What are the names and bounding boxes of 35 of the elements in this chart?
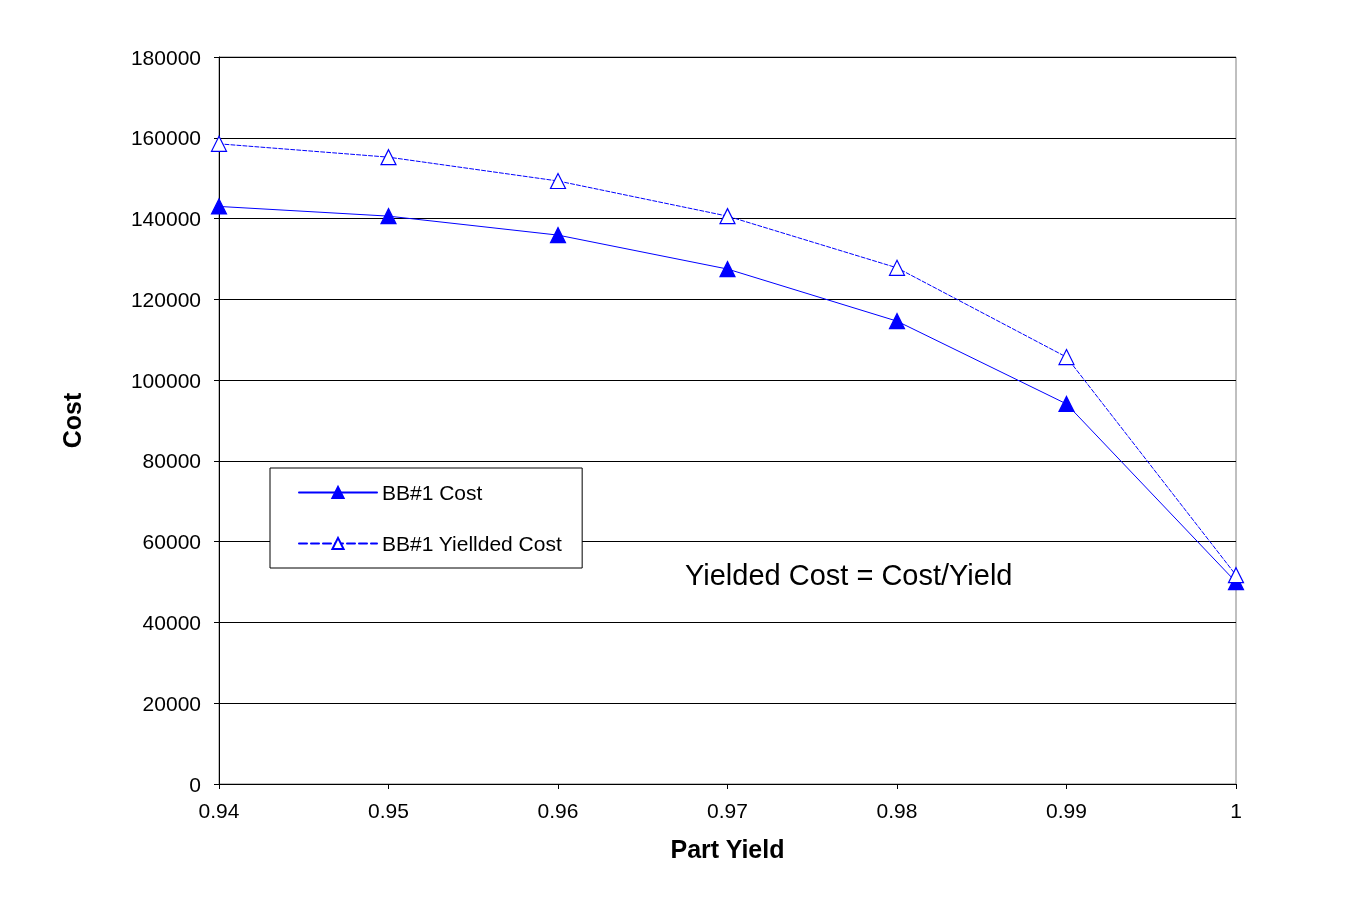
y-tick-label: 120000 xyxy=(130,287,201,311)
point xyxy=(1058,395,1075,413)
x-tick-label: 0.96 xyxy=(537,799,579,822)
x-axis-title: Part Yield xyxy=(670,834,785,863)
point xyxy=(719,260,736,278)
legend-label: BB#1 Yiellded Cost xyxy=(382,532,562,555)
annotation: Yielded Cost = Cost/Yield xyxy=(685,558,1013,591)
x-tick-label: 0.97 xyxy=(707,799,748,822)
point xyxy=(1227,567,1245,584)
point xyxy=(380,149,397,166)
y-tick-label: 180000 xyxy=(130,45,201,69)
y-tick-label: 40000 xyxy=(142,610,201,634)
point xyxy=(719,208,736,225)
x-tick-label: 0.99 xyxy=(1046,799,1087,822)
y-tick-label: 20000 xyxy=(142,691,201,715)
point xyxy=(888,313,906,330)
y-axis-title: Cost xyxy=(57,392,86,449)
x-tick-label: 0.94 xyxy=(198,799,240,822)
point xyxy=(1058,348,1075,366)
y-tick-label: 0 xyxy=(189,772,201,796)
point xyxy=(210,135,228,152)
y-tick-label: 80000 xyxy=(142,449,201,473)
point xyxy=(380,208,397,225)
point xyxy=(549,172,567,190)
x-tick-label: 1 xyxy=(1230,799,1242,822)
y-tick-label: 60000 xyxy=(142,530,201,554)
y-tick-label: 100000 xyxy=(130,368,201,392)
y-tick-label: 160000 xyxy=(130,126,201,150)
x-tick-label: 0.98 xyxy=(876,799,918,822)
y-tick-label: 140000 xyxy=(130,207,201,231)
point xyxy=(210,198,228,215)
legend-label: BB#1 Cost xyxy=(382,481,483,504)
x-tick-label: 0.95 xyxy=(368,799,409,822)
point xyxy=(888,259,906,276)
point xyxy=(549,227,567,244)
